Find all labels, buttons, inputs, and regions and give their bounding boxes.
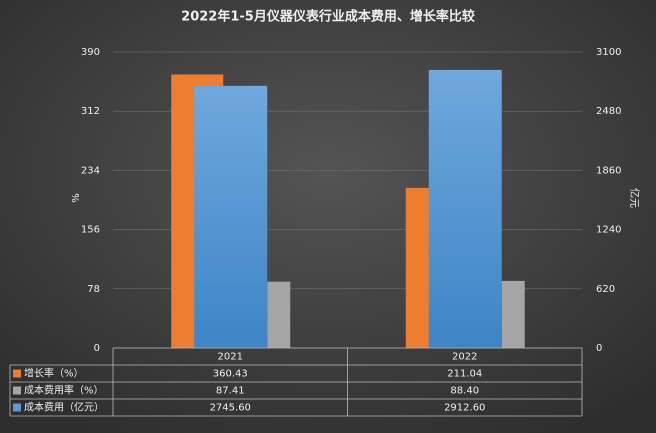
y2-axis-label: 亿元 <box>628 188 641 208</box>
y-tick-label: 156 <box>81 225 100 236</box>
data-label: 360.43 <box>213 369 248 380</box>
bar <box>267 281 291 348</box>
y-axis-label: % <box>71 193 82 203</box>
data-label: 88.40 <box>450 386 479 397</box>
bar <box>428 69 502 348</box>
y-tick-label: 234 <box>81 165 100 176</box>
y2-tick-label: 1240 <box>596 225 621 236</box>
y-tick-label: 390 <box>81 47 100 58</box>
y2-tick-label: 1860 <box>596 165 621 176</box>
y-tick-label: 78 <box>87 284 100 295</box>
legend-label: 成本费用率（%） <box>24 384 104 397</box>
y-tick-label: 0 <box>94 343 100 354</box>
legend-label: 成本费用（亿元） <box>24 401 104 414</box>
x-tick-label: 2021 <box>218 352 243 363</box>
y-tick-label: 312 <box>81 106 100 117</box>
y2-tick-label: 3100 <box>596 47 621 58</box>
legend-swatch <box>13 386 21 395</box>
legend-swatch <box>13 369 21 378</box>
bar <box>194 85 268 349</box>
legend-swatch <box>13 403 21 412</box>
data-label: 2745.60 <box>210 403 251 414</box>
y2-tick-label: 0 <box>596 343 602 354</box>
y2-tick-label: 620 <box>596 284 615 295</box>
bar <box>501 280 525 348</box>
data-label: 211.04 <box>447 369 482 380</box>
x-tick-label: 2022 <box>452 352 477 363</box>
data-label: 2912.60 <box>444 403 485 414</box>
y2-tick-label: 2480 <box>596 106 621 117</box>
data-label: 87.41 <box>216 386 245 397</box>
chart-title: 2022年1-5月仪器仪表行业成本费用、增长率比较 <box>181 9 475 25</box>
legend-label: 增长率（%） <box>24 367 84 380</box>
